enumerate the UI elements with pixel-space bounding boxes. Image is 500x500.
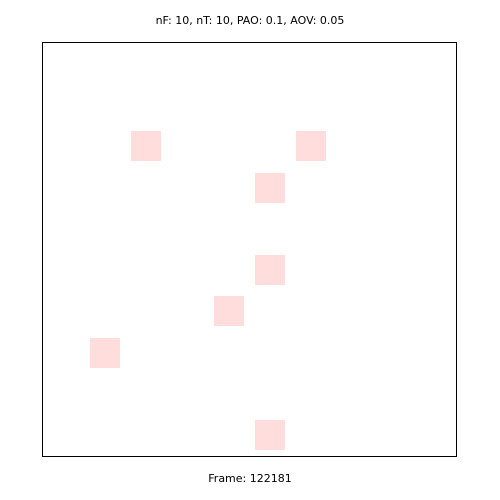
grid-cell-marked [255, 420, 286, 451]
grid-cell-marked [255, 255, 286, 286]
grid-cell-marked [255, 172, 286, 203]
grid-board [42, 42, 457, 457]
frame-counter: Frame: 122181 [208, 472, 292, 485]
grid-cell-marked [296, 131, 327, 162]
grid-cell-marked [89, 337, 120, 368]
grid-cell-marked [213, 296, 244, 327]
grid-cell-marked [131, 131, 162, 162]
status-header: nF: 10, nT: 10, PAO: 0.1, AOV: 0.05 [155, 14, 345, 27]
